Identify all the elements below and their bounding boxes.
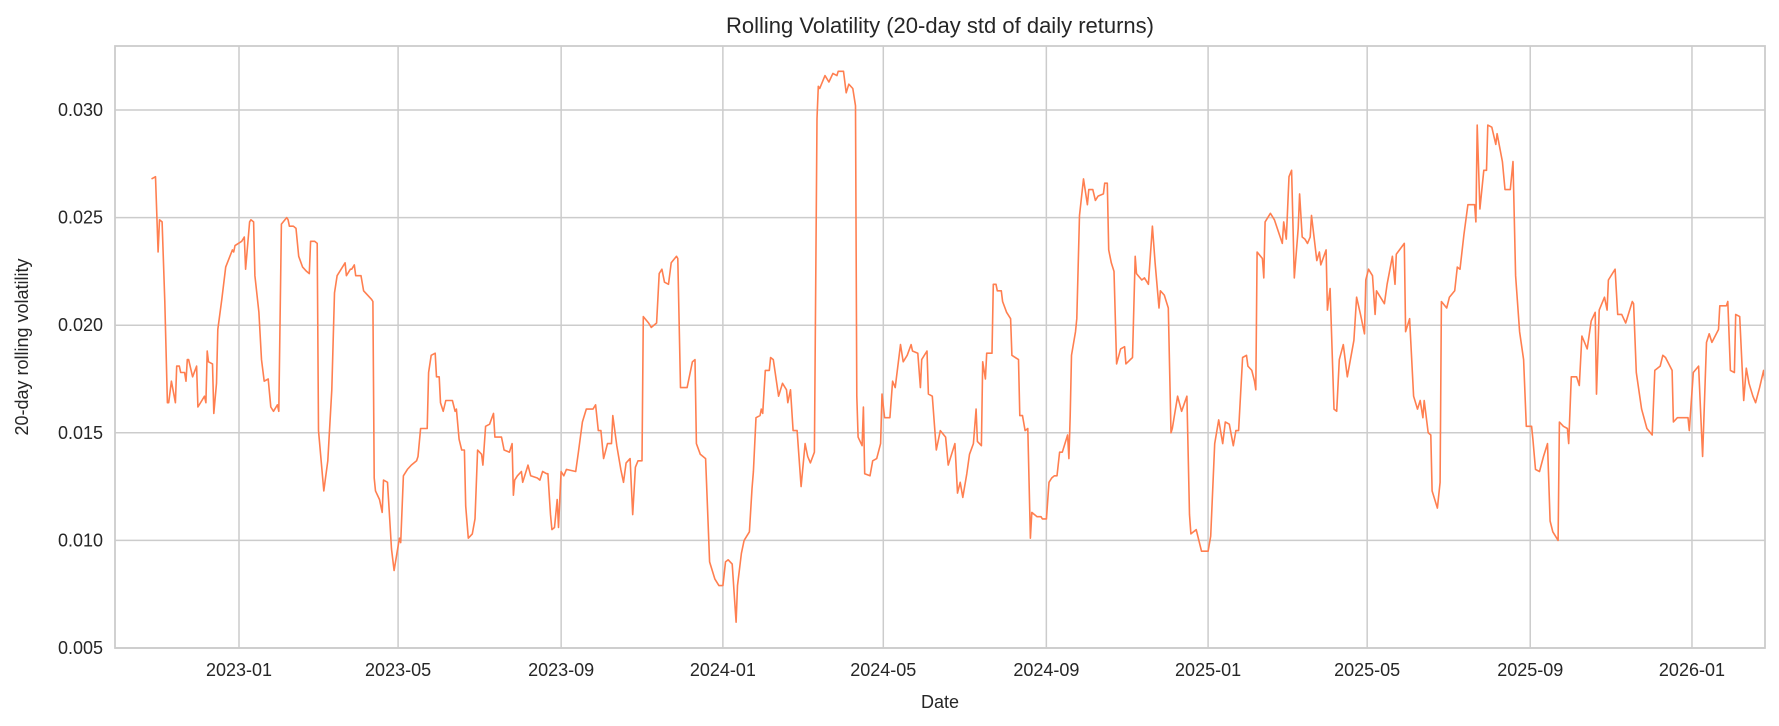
x-tick-label: 2023-09 <box>528 660 594 680</box>
x-tick-label: 2024-09 <box>1013 660 1079 680</box>
y-tick-labels: 0.005 0.010 0.015 0.020 0.025 0.030 <box>58 100 103 658</box>
x-tick-label: 2023-05 <box>365 660 431 680</box>
y-tick-label: 0.010 <box>58 530 103 550</box>
volatility-line <box>151 70 1766 624</box>
y-tick-label: 0.005 <box>58 638 103 658</box>
y-tick-label: 0.015 <box>58 423 103 443</box>
x-tick-label: 2024-05 <box>850 660 916 680</box>
y-gridlines <box>115 109 1765 649</box>
x-axis-label: Date <box>921 692 959 712</box>
y-axis-label: 20-day rolling volatility <box>12 258 32 435</box>
x-tick-label: 2025-01 <box>1175 660 1241 680</box>
x-gridlines <box>238 46 1693 648</box>
y-tick-label: 0.030 <box>58 100 103 120</box>
x-tick-label: 2026-01 <box>1659 660 1725 680</box>
x-tick-labels: 2023-01 2023-05 2023-09 2024-01 2024-05 2024-… <box>206 660 1725 680</box>
x-tick-label: 2024-01 <box>690 660 756 680</box>
x-tick-label: 2025-05 <box>1334 660 1400 680</box>
x-tick-label: 2023-01 <box>206 660 272 680</box>
chart-title: Rolling Volatility (20-day std of daily … <box>726 13 1154 38</box>
x-tick-label: 2025-09 <box>1497 660 1563 680</box>
y-tick-label: 0.020 <box>58 315 103 335</box>
plot-frame <box>114 45 1766 649</box>
y-tick-label: 0.025 <box>58 208 103 228</box>
